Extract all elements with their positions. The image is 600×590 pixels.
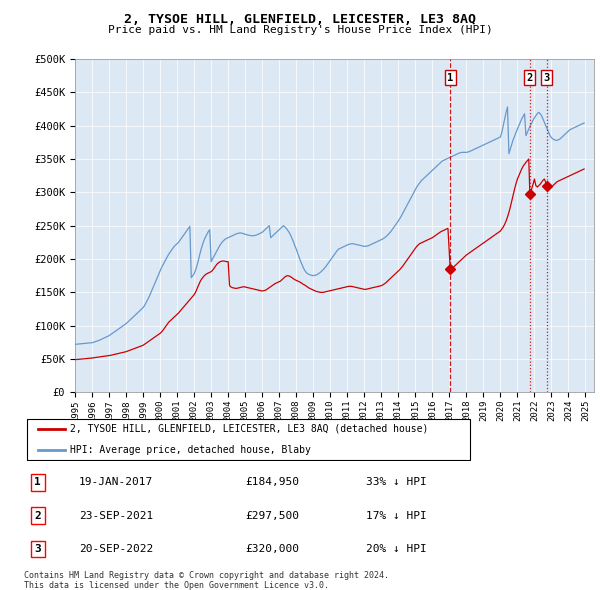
Text: 2: 2 bbox=[527, 73, 533, 83]
FancyBboxPatch shape bbox=[27, 419, 470, 460]
Text: This data is licensed under the Open Government Licence v3.0.: This data is licensed under the Open Gov… bbox=[24, 581, 329, 589]
Text: 17% ↓ HPI: 17% ↓ HPI bbox=[366, 511, 427, 520]
Text: 20% ↓ HPI: 20% ↓ HPI bbox=[366, 544, 427, 554]
Text: 3: 3 bbox=[34, 544, 41, 554]
Text: 1: 1 bbox=[447, 73, 454, 83]
Text: 33% ↓ HPI: 33% ↓ HPI bbox=[366, 477, 427, 487]
Text: 23-SEP-2021: 23-SEP-2021 bbox=[79, 511, 154, 520]
Text: £184,950: £184,950 bbox=[245, 477, 299, 487]
Text: 2, TYSOE HILL, GLENFIELD, LEICESTER, LE3 8AQ: 2, TYSOE HILL, GLENFIELD, LEICESTER, LE3… bbox=[124, 13, 476, 26]
Text: £297,500: £297,500 bbox=[245, 511, 299, 520]
Text: HPI: Average price, detached house, Blaby: HPI: Average price, detached house, Blab… bbox=[70, 445, 311, 455]
Text: 1: 1 bbox=[34, 477, 41, 487]
Text: 2: 2 bbox=[34, 511, 41, 520]
Text: £320,000: £320,000 bbox=[245, 544, 299, 554]
Text: 19-JAN-2017: 19-JAN-2017 bbox=[79, 477, 154, 487]
Text: 20-SEP-2022: 20-SEP-2022 bbox=[79, 544, 154, 554]
Text: Price paid vs. HM Land Registry's House Price Index (HPI): Price paid vs. HM Land Registry's House … bbox=[107, 25, 493, 35]
Text: Contains HM Land Registry data © Crown copyright and database right 2024.: Contains HM Land Registry data © Crown c… bbox=[24, 571, 389, 580]
Text: 2, TYSOE HILL, GLENFIELD, LEICESTER, LE3 8AQ (detached house): 2, TYSOE HILL, GLENFIELD, LEICESTER, LE3… bbox=[70, 424, 428, 434]
Text: 3: 3 bbox=[544, 73, 550, 83]
